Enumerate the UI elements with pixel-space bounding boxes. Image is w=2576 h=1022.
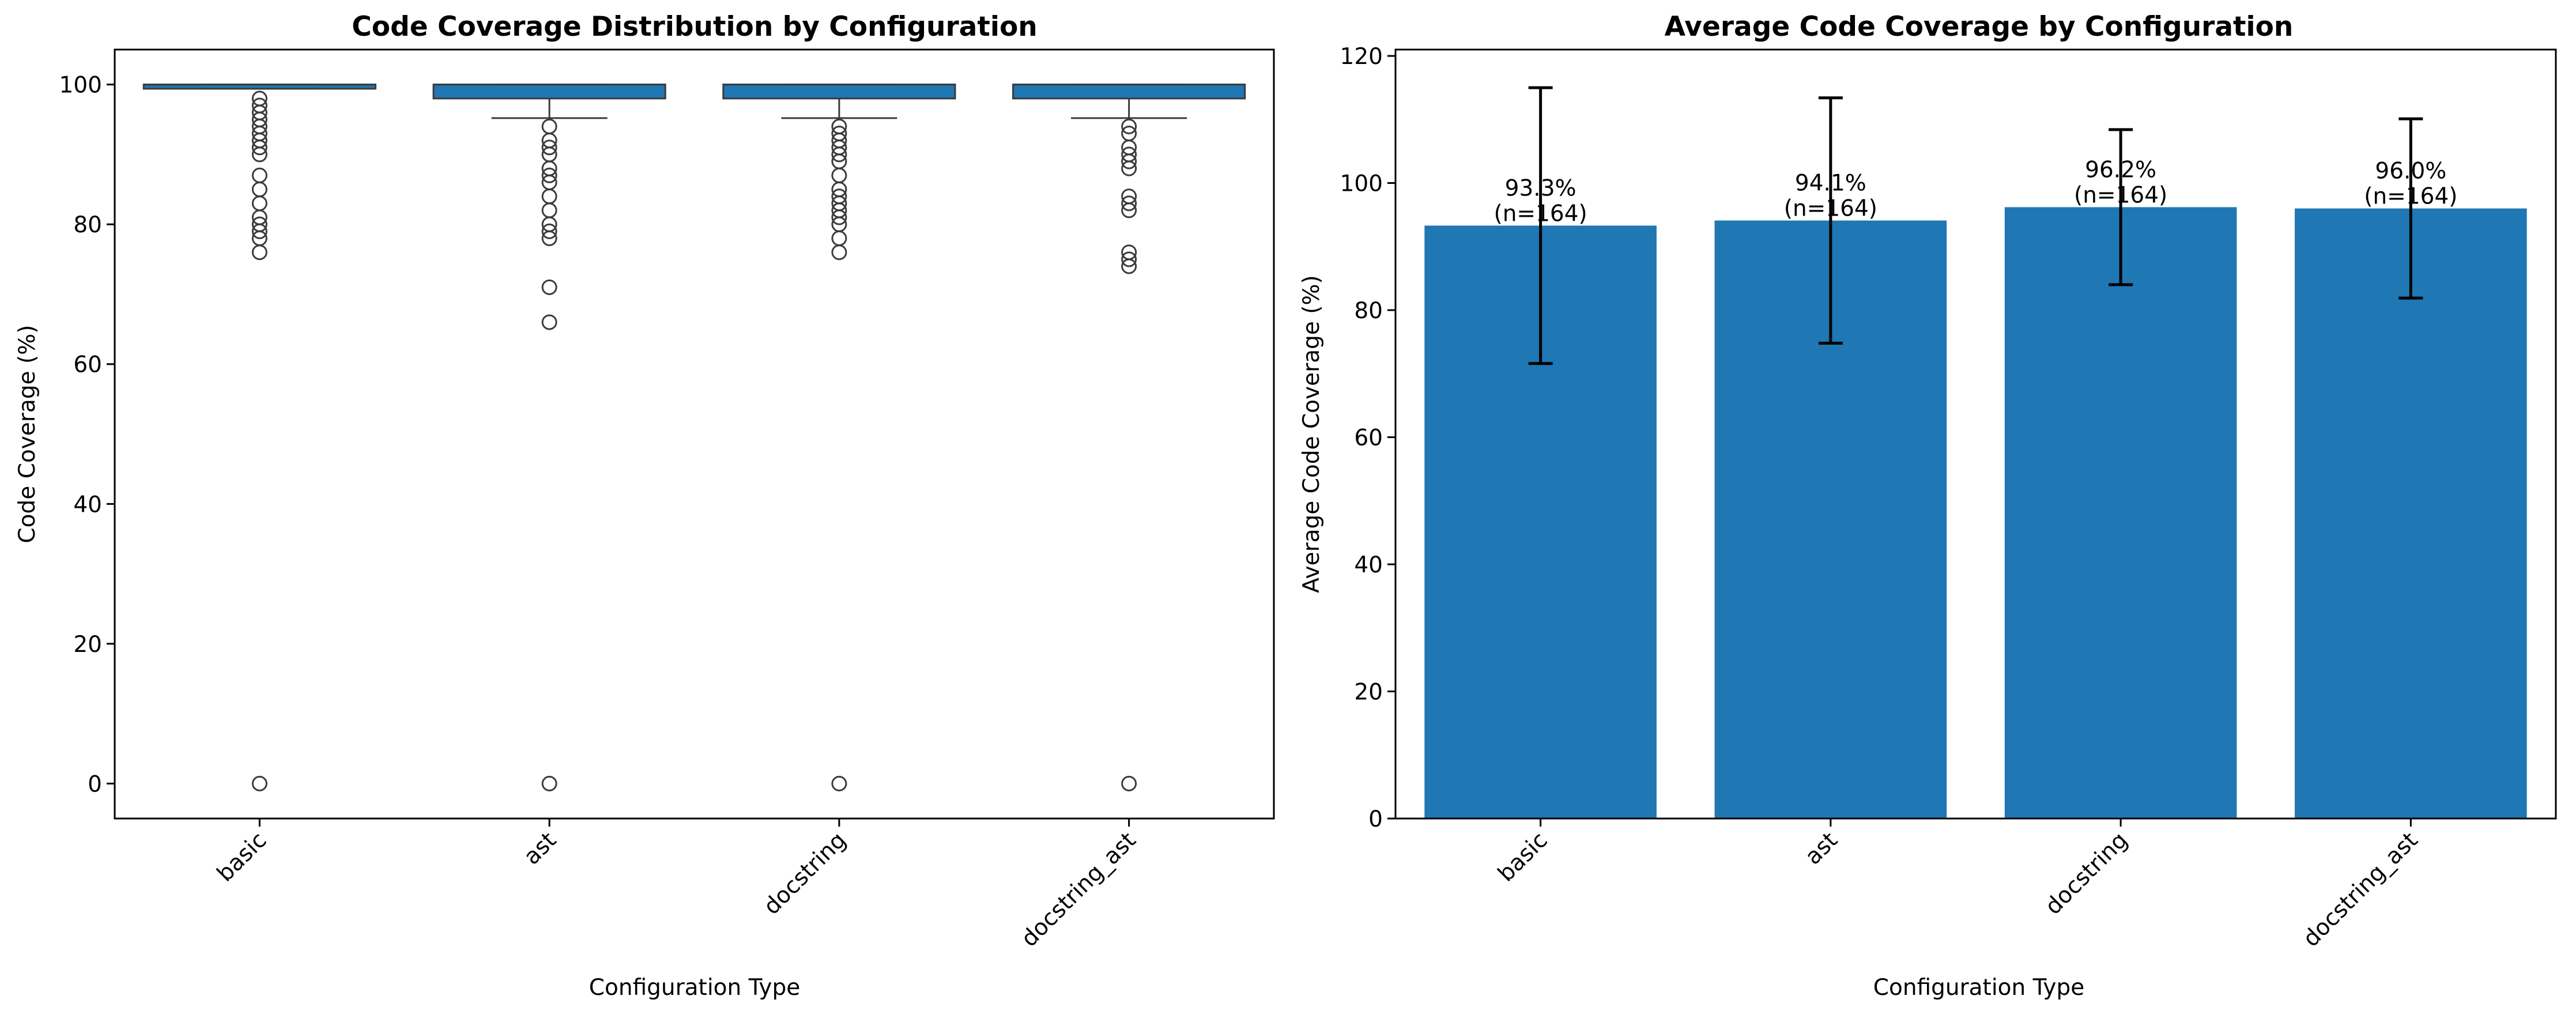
box-outlier-point <box>541 118 557 134</box>
bar-docstring <box>2004 207 2237 819</box>
box-outlier-point <box>541 775 557 791</box>
box-outlier-point <box>831 209 847 225</box>
boxplot-plot-frame <box>114 48 1275 820</box>
box-outlier-point <box>831 775 847 791</box>
box-outlier-point <box>541 188 557 205</box>
barchart-title: Average Code Coverage by Configuration <box>1665 11 2294 43</box>
barchart-x-tick-label: docstring <box>2041 827 2133 920</box>
barchart-x-tick-label: docstring_ast <box>2298 827 2423 952</box>
boxplot-x-tick-label: docstring_ast <box>1016 827 1141 952</box>
boxplot-x-tick-label: docstring <box>759 827 851 920</box>
box-outlier-point <box>831 244 847 261</box>
barchart-y-tick-label: 40 <box>1354 552 1383 578</box>
box-outlier-point <box>1121 202 1137 218</box>
boxplot-x-tick-label: ast <box>519 827 561 870</box>
barchart-y-tick-label: 20 <box>1354 680 1383 706</box>
boxplot-panel: Code Coverage Distribution by Configurat… <box>14 11 1275 1001</box>
boxplot-x-ticks: basic ast docstring docstring_ast <box>212 819 1141 952</box>
barchart-y-tick-label: 80 <box>1354 298 1383 324</box>
box-outlier-point <box>251 182 267 198</box>
box-outlier-point <box>1121 153 1137 169</box>
barchart-x-axis-label: Configuration Type <box>1873 975 2084 1001</box>
boxplot-y-tick-label: 80 <box>73 212 102 238</box>
box-outlier-point <box>1121 251 1137 267</box>
box-outlier-point <box>251 244 267 261</box>
boxplot-x-tick-label: basic <box>212 827 271 887</box>
box-outlier-point <box>251 167 267 183</box>
boxplot-title: Code Coverage Distribution by Configurat… <box>352 11 1037 43</box>
box-group-docstring_ast <box>1012 84 1246 791</box>
barchart-x-tick-label: basic <box>1493 827 1552 887</box>
box-outlier-point <box>831 167 847 183</box>
box-outlier-point <box>251 139 267 156</box>
error-bar-basic <box>1528 86 1553 365</box>
box-iqr <box>1012 84 1246 100</box>
box-iqr <box>722 84 956 100</box>
barchart-y-ticks: 0 20 40 60 80 100 120 <box>1340 44 1396 832</box>
box-group-docstring <box>722 84 956 791</box>
boxplot-y-tick-label: 100 <box>59 73 102 99</box>
bar-docstring_ast <box>2295 208 2527 819</box>
box-outlier-point <box>541 279 557 295</box>
box-outlier-point <box>251 146 267 163</box>
boxplot-y-tick-label: 0 <box>88 771 102 797</box>
boxplot-y-tick-label: 40 <box>73 492 102 518</box>
barchart-y-tick-label: 60 <box>1354 425 1383 451</box>
error-bar-docstring_ast <box>2398 117 2423 300</box>
barchart-x-tick-label: ast <box>1800 827 1843 870</box>
box-outlier-point <box>251 775 267 791</box>
boxplot-marks <box>142 84 1246 791</box>
boxplot-y-axis-label: Code Coverage (%) <box>14 325 40 544</box>
box-iqr <box>432 84 666 100</box>
box-outlier-point <box>251 223 267 239</box>
barchart-y-tick-label: 100 <box>1340 171 1383 197</box>
boxplot-y-tick-label: 60 <box>73 352 102 378</box>
box-outlier-point <box>1121 195 1137 212</box>
barchart-plot-frame <box>1394 48 2557 820</box>
box-outlier-point <box>251 195 267 212</box>
box-outlier-point <box>1121 118 1137 134</box>
box-outlier-point <box>541 314 557 330</box>
box-outlier-point <box>1121 258 1137 274</box>
error-bar-ast <box>1818 96 1843 345</box>
box-outlier-point <box>541 223 557 239</box>
barchart-y-axis-label: Average Code Coverage (%) <box>1299 275 1325 593</box>
boxplot-y-ticks: 0 20 40 60 80 100 <box>59 73 115 797</box>
box-outlier-point <box>1121 775 1137 791</box>
box-outlier-point <box>541 202 557 218</box>
box-outlier-point <box>541 167 557 183</box>
box-outlier-point <box>831 230 847 246</box>
box-outlier-point <box>831 146 847 163</box>
barchart-y-tick-label: 120 <box>1340 44 1383 70</box>
boxplot-x-axis-label: Configuration Type <box>589 975 800 1001</box>
box-outlier-point <box>1121 160 1137 176</box>
barchart-panel: Average Code Coverage by Configuration 0… <box>1299 11 2557 1001</box>
barchart-marks: 93.3% (n=164)94.1% (n=164)96.2% (n=164)96.0… <box>1424 86 2527 819</box>
box-outlier-point <box>541 230 557 246</box>
barchart-y-tick-label: 0 <box>1368 806 1383 832</box>
barchart-x-ticks: basic ast docstring docstring_ast <box>1493 819 2423 952</box>
box-group-ast <box>432 84 666 791</box>
box-outlier-point <box>541 139 557 156</box>
box-group-basic <box>142 84 376 791</box>
error-bar-docstring <box>2109 128 2133 286</box>
boxplot-y-tick-label: 20 <box>73 632 102 658</box>
